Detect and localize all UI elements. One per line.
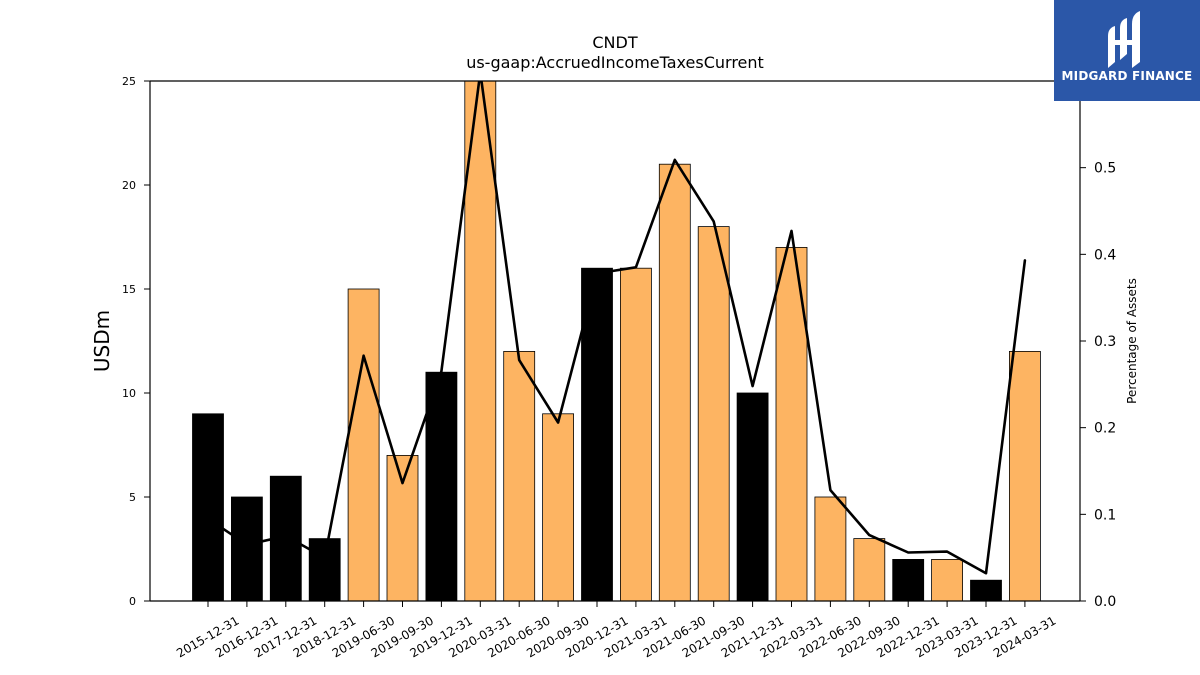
y2-tick-label-0: 0.0: [1094, 594, 1116, 610]
y-tick-label-15: 15: [122, 283, 136, 296]
y-tick-label-5: 5: [129, 491, 136, 504]
y-tick-label-0: 0: [129, 595, 136, 608]
bar-2022-09-30: [853, 538, 886, 601]
bar-2021-06-30: [658, 163, 691, 601]
chart-title: CNDT: [592, 33, 637, 52]
bar-2021-09-30: [697, 226, 730, 601]
logo-text: MIDGARD FINANCE: [1061, 69, 1193, 83]
bar-2019-09-30: [386, 454, 419, 601]
bar-2022-12-31: [892, 559, 925, 601]
bar-2024-03-31: [1009, 350, 1041, 601]
bar-2020-06-30: [503, 350, 536, 601]
line-series: [206, 81, 1027, 575]
percentage-line: [206, 81, 1027, 575]
y-axis-label: USDm: [90, 310, 114, 372]
y-tick-label-10: 10: [122, 387, 136, 400]
bar-2023-03-31: [931, 559, 963, 601]
bar-series: [192, 81, 1041, 601]
y2-tick-label-0.2: 0.2: [1094, 421, 1116, 437]
y2-tick-label-0.1: 0.1: [1094, 507, 1116, 523]
bar-2015-12-31: [192, 413, 224, 601]
bar-2021-12-31: [736, 392, 769, 601]
bar-2020-03-31: [464, 81, 497, 601]
bar-2020-12-31: [581, 267, 613, 601]
midgard-finance-logo: MIDGARD FINANCE: [1054, 0, 1200, 101]
bar-2020-09-30: [542, 413, 574, 601]
y2-tick-label-0.4: 0.4: [1094, 247, 1116, 263]
y-tick-label-20: 20: [122, 179, 136, 192]
logo-mark-icon: [1108, 11, 1140, 68]
chart-subtitle: us-gaap:AccruedIncomeTaxesCurrent: [466, 53, 764, 72]
bar-2018-12-31: [308, 538, 341, 601]
bar-2019-06-30: [347, 288, 380, 601]
bar-2021-03-31: [620, 267, 652, 601]
y2-tick-label-0.3: 0.3: [1094, 334, 1116, 350]
bar-2022-06-30: [814, 496, 847, 601]
bar-2016-12-31: [230, 496, 263, 601]
y-tick-label-25: 25: [122, 75, 136, 88]
y2-tick-label-0.5: 0.5: [1094, 161, 1116, 177]
bar-2023-12-31: [970, 579, 1002, 601]
bar-2019-12-31: [425, 371, 458, 601]
y2-axis-label: Percentage of Assets: [1125, 278, 1139, 404]
